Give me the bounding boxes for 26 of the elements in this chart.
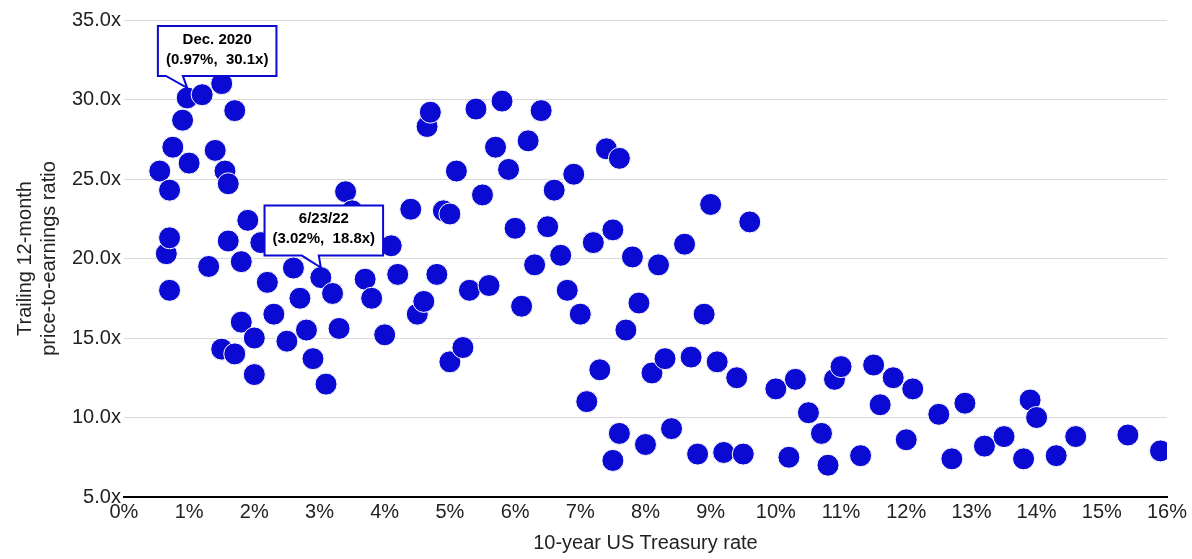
annotation: Dec. 2020 (0.97%, 30.1x) xyxy=(165,29,269,67)
y-tick-label: 25.0x xyxy=(71,166,121,189)
x-tick-label: 3% xyxy=(305,499,335,522)
y-tick-label: 15.0x xyxy=(71,325,121,348)
x-tick-label: 1% xyxy=(174,499,204,522)
x-tick-label: 8% xyxy=(631,499,661,522)
x-tick-label: 9% xyxy=(696,499,726,522)
x-tick-label: 12% xyxy=(886,499,927,522)
x-tick-label: 10% xyxy=(755,499,797,522)
x-tick-label: 14% xyxy=(1016,499,1057,522)
annotation: 6/23/22 (3.02%, 18.8x) xyxy=(272,209,376,247)
x-tick-label: 6% xyxy=(500,499,530,522)
x-tick-label: 11% xyxy=(821,499,861,522)
y-axis-title: Trailing 12-month price-to-earnings ratio xyxy=(12,161,59,356)
y-tick-label: 30.0x xyxy=(71,87,121,110)
x-tick-label: 7% xyxy=(565,499,595,522)
x-tick-label: 2% xyxy=(239,499,269,522)
x-tick-label: 5% xyxy=(435,499,465,522)
x-tick-label: 13% xyxy=(951,499,992,522)
x-axis-title: 10-year US Treasury rate xyxy=(533,530,758,553)
x-tick-label: 15% xyxy=(1081,499,1123,522)
x-tick-label: 4% xyxy=(370,499,400,522)
y-tick-label: 35.0x xyxy=(71,7,121,30)
y-tick-label: 20.0x xyxy=(71,246,121,269)
x-tick-label: 16% xyxy=(1146,499,1188,522)
y-tick-label: 10.0x xyxy=(71,405,121,428)
